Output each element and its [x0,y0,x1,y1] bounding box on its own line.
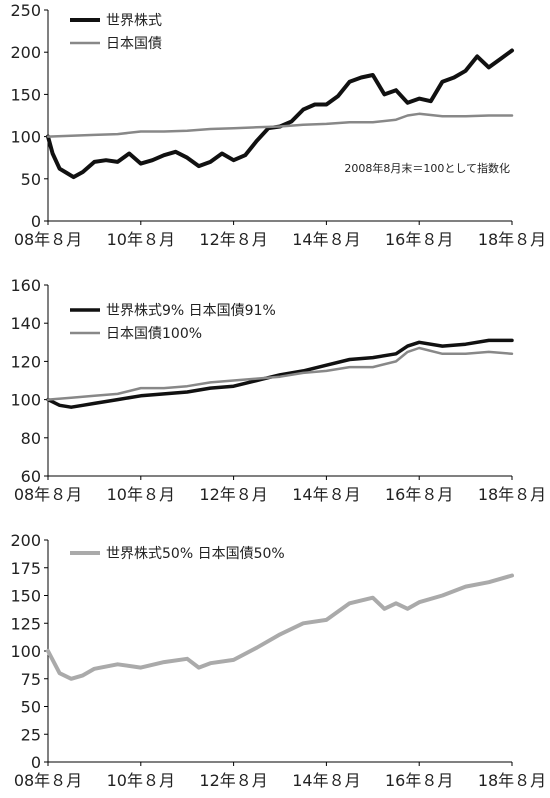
chart-2: 60 80 100 120 140 160 08年８月 10年８月 12年８月 14年８月 16年８… [10,276,546,504]
x-tick-label: 14年８月 [292,230,360,249]
series-line-2 [46,112,514,138]
x-tick-label: 12年８月 [199,771,267,790]
x-tick-label: 18年８月 [478,230,546,249]
x-tick-label: 18年８月 [478,771,546,790]
chart-3: 0 25 50 75 100 125 150 175 200 08年８月 10年８月 12年８月 14年… [10,531,546,790]
x-tick-label: 16年８月 [385,771,453,790]
x-tick-label: 14年８月 [292,771,360,790]
legend-label: 世界株式50% 日本国債50% [106,546,285,562]
series-line-1 [46,573,514,681]
x-tick-label: 10年８月 [107,485,175,504]
y-tick-label: 200 [10,531,41,550]
y-tick-label: 100 [10,128,41,147]
y-tick-label: 150 [10,85,41,104]
y-tick-label: 150 [10,587,41,606]
x-tick-label: 10年８月 [107,230,175,249]
y-tick-label: 50 [21,170,41,189]
x-tick-label: 16年８月 [385,485,453,504]
chart-annotation: 2008年8月末＝100として指数化 [344,161,510,175]
y-tick-label: 0 [31,753,41,772]
x-tick-label: 08年８月 [14,230,82,249]
y-tick-label: 60 [21,467,41,486]
y-tick-label: 75 [21,670,41,689]
series-line-1 [46,48,514,180]
y-tick-label: 100 [10,391,41,410]
legend-label: 日本国債100% [106,326,202,342]
y-tick-label: 140 [10,314,41,333]
y-tick-label: 250 [10,1,41,20]
y-tick-label: 25 [21,725,41,744]
x-tick-label: 18年８月 [478,485,546,504]
x-tick-label: 16年８月 [385,230,453,249]
legend-label: 日本国債 [106,36,162,52]
series-line-1 [46,338,514,409]
y-tick-label: 80 [21,429,41,448]
y-tick-label: 50 [21,698,41,717]
x-tick-label: 08年８月 [14,771,82,790]
x-tick-label: 14年８月 [292,485,360,504]
chart-1: 0 50 100 150 200 250 08年８月 10年８月 12年８月 14年８月 16年８月… [10,1,546,249]
y-tick-label: 125 [10,614,41,633]
legend-label: 世界株式 [106,13,162,29]
x-tick-label: 12年８月 [199,230,267,249]
y-tick-label: 175 [10,559,41,578]
y-tick-label: 100 [10,642,41,661]
legend-label: 世界株式9% 日本国債91% [106,303,276,319]
y-tick-label: 200 [10,43,41,62]
series-line-2 [46,346,514,401]
x-tick-label: 10年８月 [107,771,175,790]
x-tick-label: 12年８月 [199,485,267,504]
x-tick-label: 08年８月 [14,485,82,504]
y-tick-label: 160 [10,276,41,295]
y-tick-label: 0 [31,212,41,231]
y-tick-label: 120 [10,352,41,371]
